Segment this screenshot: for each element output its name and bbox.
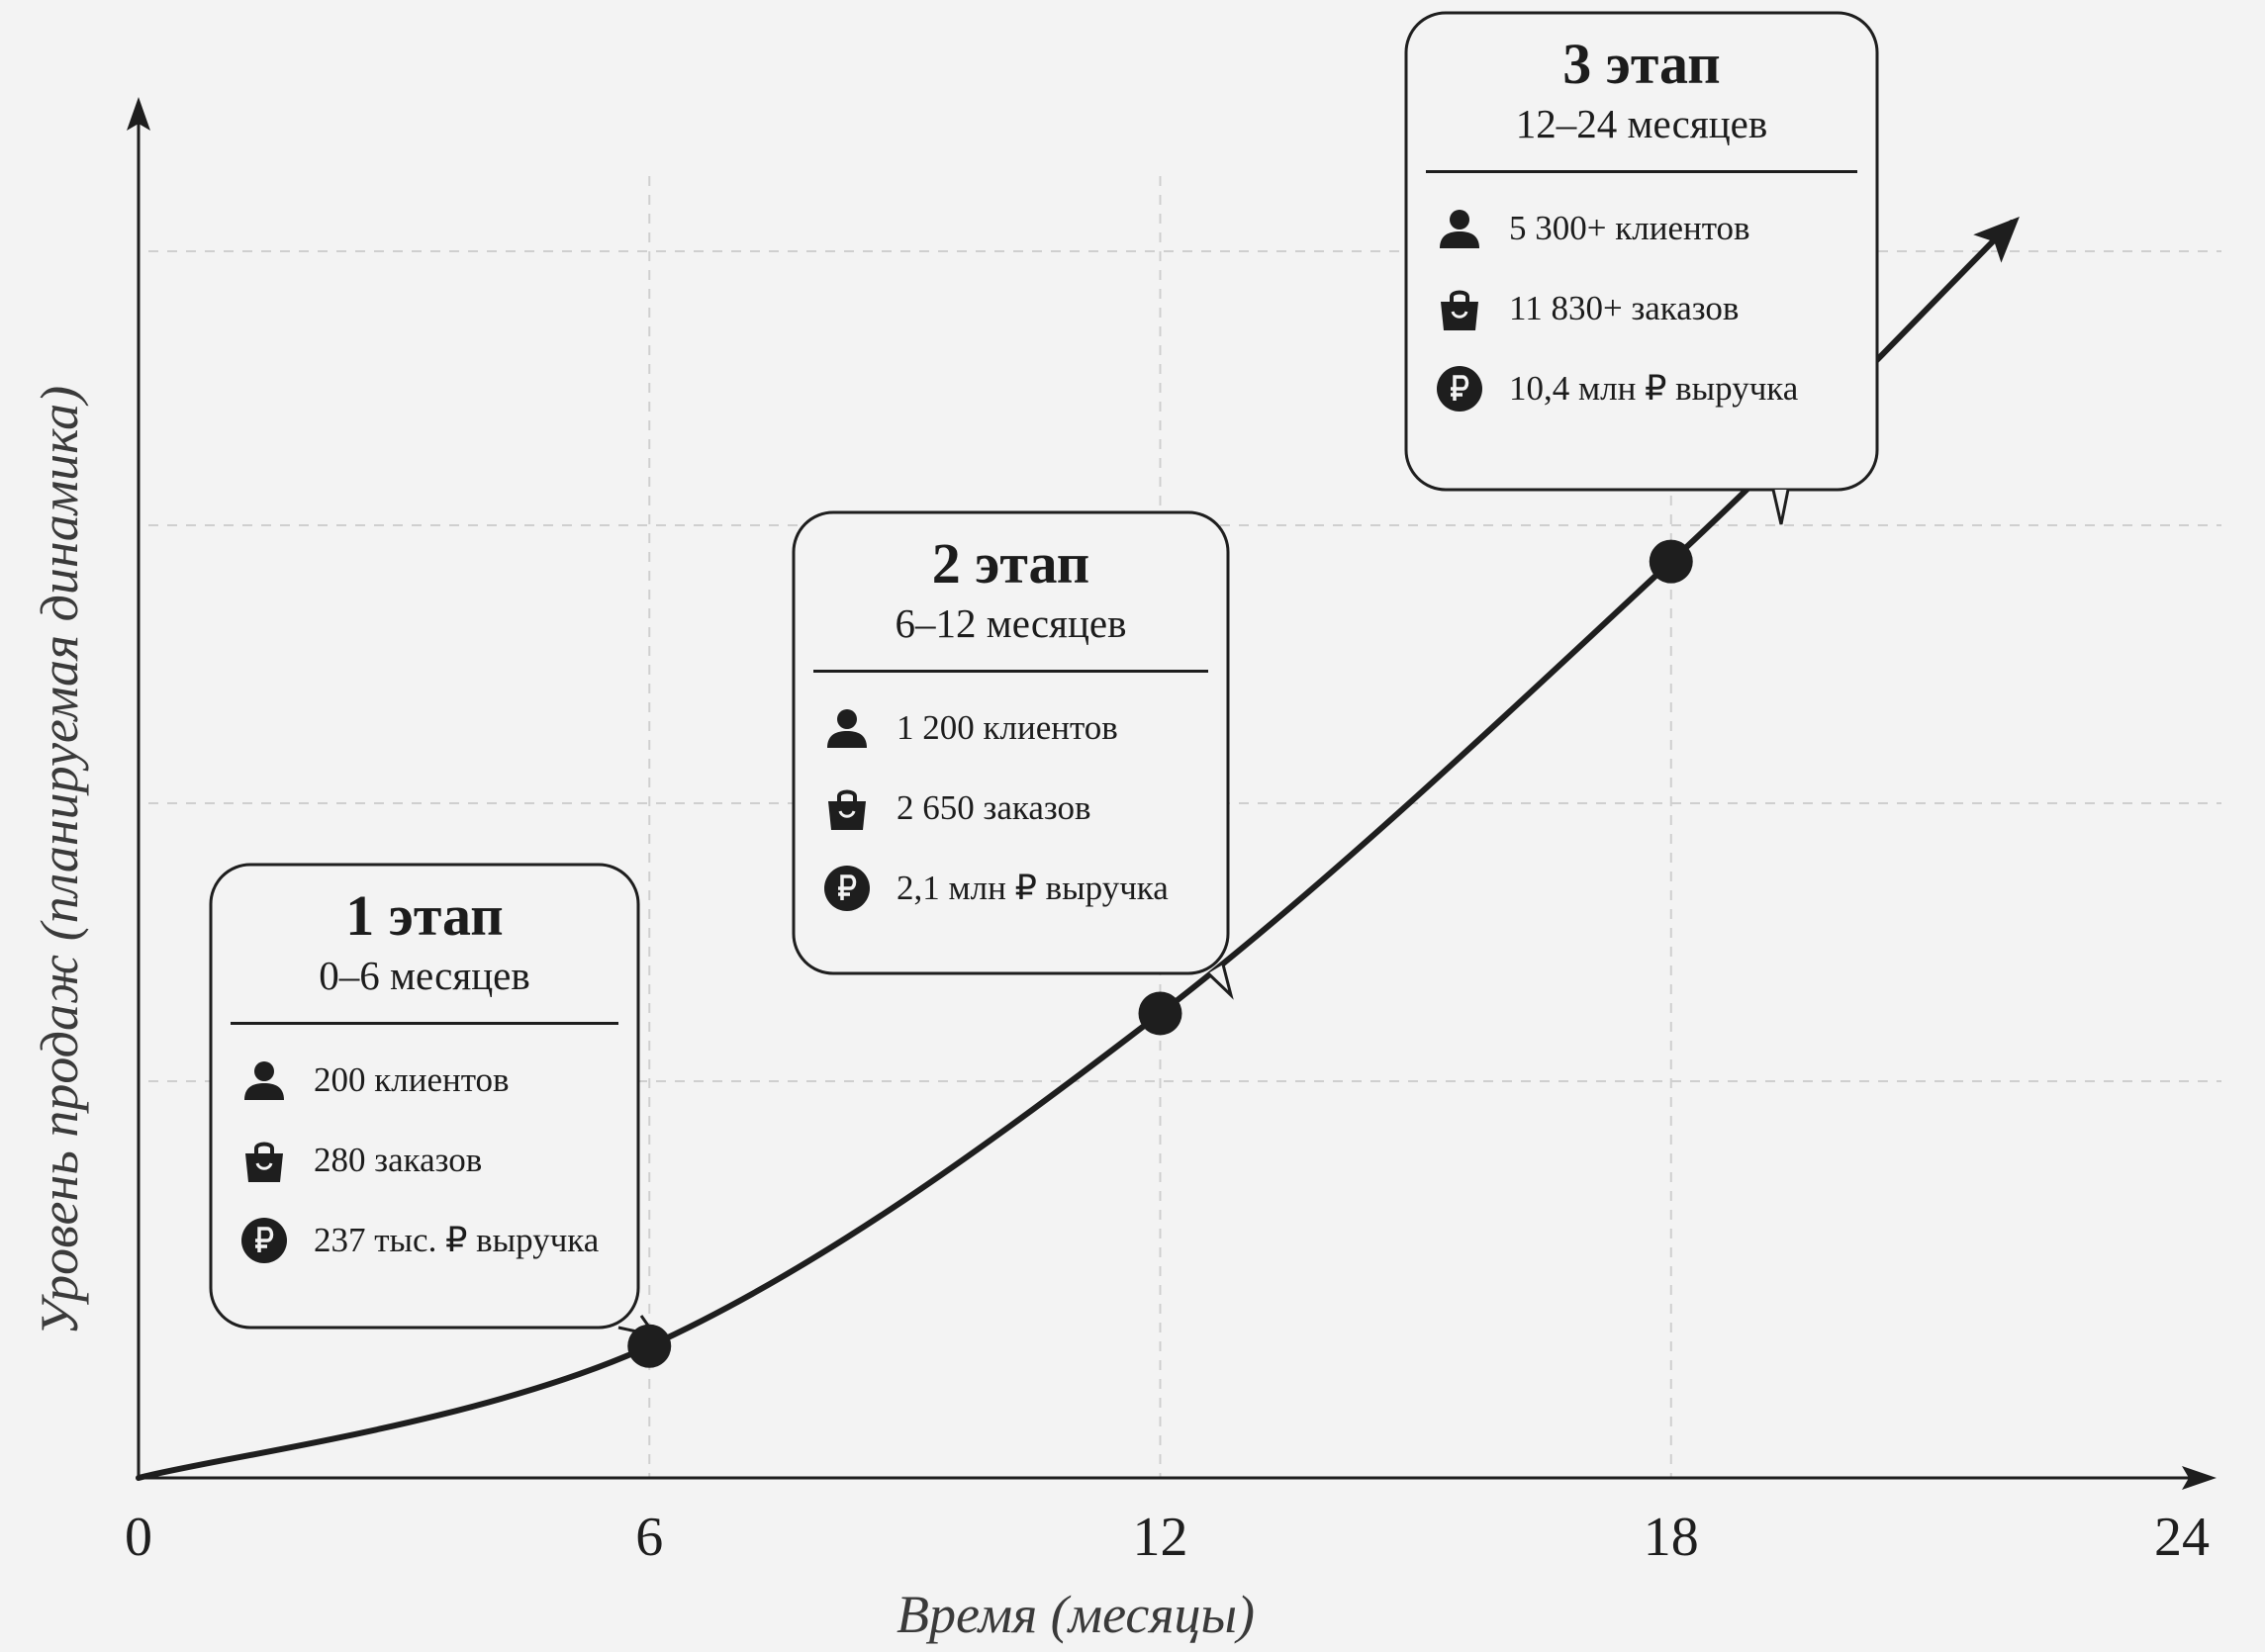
callout-tail xyxy=(1206,964,1234,1000)
milestone-dot xyxy=(1138,991,1182,1036)
stage-period: 0–6 месяцев xyxy=(319,952,530,998)
ruble-icon xyxy=(241,1218,287,1264)
stat-text: 1 200 клиентов xyxy=(897,708,1118,748)
stat-text: 10,4 млн ₽ выручка xyxy=(1509,369,1799,409)
stage-card-3: 3 этап 12–24 месяцев 5 300+ клиентов 11 … xyxy=(1406,13,1877,490)
stage-title: 3 этап xyxy=(1562,32,1721,96)
divider xyxy=(813,669,1208,673)
callout-bubble xyxy=(792,510,1230,975)
stat-orders: 280 заказов xyxy=(211,1121,638,1201)
curve-arrow-icon xyxy=(1973,217,2020,263)
x-axis-title: Время (месяцы) xyxy=(897,1585,1255,1644)
callout-tail xyxy=(1771,489,1790,525)
person-icon xyxy=(1440,210,1479,249)
stat-text: 200 клиентов xyxy=(314,1060,510,1100)
stat-revenue: 10,4 млн ₽ выручка xyxy=(1406,349,1877,429)
stat-clients: 1 200 клиентов xyxy=(794,688,1228,769)
y-axis-title: Уровень продаж (планируемая динамика) xyxy=(30,386,89,1335)
shopping-bag-icon xyxy=(245,1142,283,1183)
x-tick-label: 18 xyxy=(1644,1507,1699,1568)
stat-clients: 200 клиентов xyxy=(211,1041,638,1121)
ruble-icon xyxy=(824,866,870,912)
shopping-bag-icon xyxy=(828,789,866,831)
stage-title: 1 этап xyxy=(345,883,504,948)
axes xyxy=(127,97,2217,1490)
axis-labels: Время (месяцы) Уровень продаж (планируем… xyxy=(30,386,2210,1644)
stage-period: 12–24 месяцев xyxy=(1515,100,1768,146)
stage-period: 6–12 месяцев xyxy=(895,599,1127,646)
stage-card-1: 1 этап 0–6 месяцев 200 клиентов 280 зака… xyxy=(211,865,638,1328)
stat-revenue: 2,1 млн ₽ выручка xyxy=(794,849,1228,929)
x-tick-label: 24 xyxy=(2154,1507,2210,1568)
x-tick-label: 12 xyxy=(1133,1507,1188,1568)
stat-text: 2 650 заказов xyxy=(897,788,1091,828)
stat-revenue: 237 тыс. ₽ выручка xyxy=(211,1201,638,1281)
x-axis-arrow-icon xyxy=(2182,1466,2217,1490)
ruble-icon xyxy=(1437,366,1482,413)
person-icon xyxy=(244,1061,284,1101)
person-icon xyxy=(827,709,867,749)
stat-text: 237 тыс. ₽ выручка xyxy=(314,1221,600,1260)
shopping-bag-icon xyxy=(1441,290,1478,331)
stat-text: 280 заказов xyxy=(314,1141,483,1180)
stat-clients: 5 300+ клиентов xyxy=(1406,189,1877,269)
x-tick-label: 6 xyxy=(635,1507,663,1568)
stat-text: 2,1 млн ₽ выручка xyxy=(897,869,1169,908)
stat-orders: 11 830+ заказов xyxy=(1406,269,1877,349)
milestone-dot xyxy=(1649,539,1693,584)
stage-card-2: 2 этап 6–12 месяцев 1 200 клиентов 2 650… xyxy=(794,512,1228,973)
stat-text: 5 300+ клиентов xyxy=(1509,209,1750,248)
divider xyxy=(1426,169,1857,173)
callout-bubble xyxy=(1404,11,1879,492)
milestone-points xyxy=(627,539,1693,1368)
divider xyxy=(231,1021,618,1025)
y-axis-arrow-icon xyxy=(127,97,150,131)
milestone-dot xyxy=(627,1324,672,1368)
callout-bubbles xyxy=(209,11,1879,1338)
stage-title: 2 этап xyxy=(931,531,1090,596)
stat-orders: 2 650 заказов xyxy=(794,769,1228,849)
stat-text: 11 830+ заказов xyxy=(1509,289,1740,328)
x-tick-label: 0 xyxy=(125,1507,152,1568)
callout-bubble xyxy=(209,863,640,1330)
